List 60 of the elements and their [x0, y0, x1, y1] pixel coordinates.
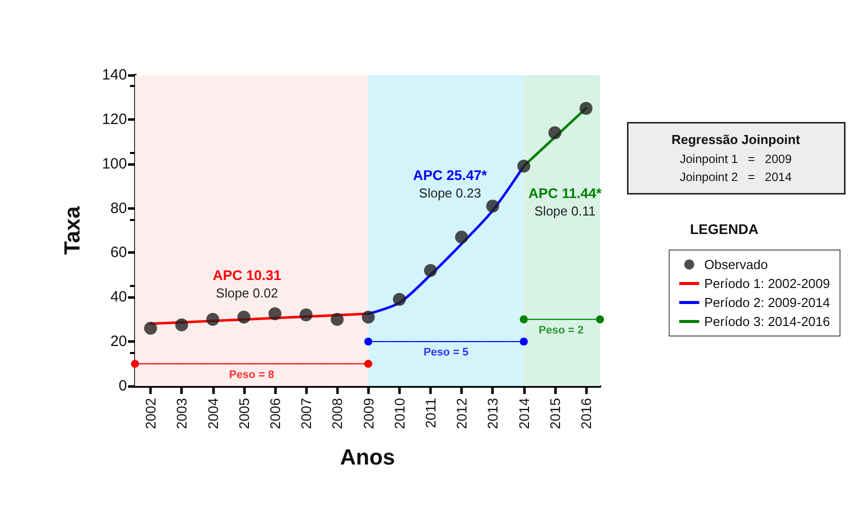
point: [237, 310, 250, 324]
y-tick-label: 0: [118, 378, 127, 394]
point: [548, 126, 562, 140]
point: [206, 312, 220, 326]
x-tick-label: 2012: [454, 398, 470, 430]
x-tick-label: 2004: [204, 398, 221, 430]
x-tick-label: 2016: [578, 398, 594, 430]
point: [144, 322, 158, 335]
point: [362, 310, 375, 324]
y-tick-label: 20: [110, 333, 127, 350]
y-axis-title: Taxa: [60, 205, 84, 255]
annotation: APC 25.47* Slope 0.23: [413, 167, 488, 200]
text: Joinpoint 1 = 2009: [680, 152, 792, 166]
legend-label: Período 2: 2009-2014: [704, 295, 830, 310]
text: Regressão Joinpoint: [671, 132, 801, 147]
point: [596, 315, 604, 324]
x-tick-label: 2008: [329, 398, 346, 430]
annotation: Peso = 8: [229, 368, 274, 381]
x-axis-title: Anos: [340, 444, 395, 470]
annotation: APC 10.31 Slope 0.02: [212, 267, 282, 300]
x-tick-label: 2003: [174, 398, 190, 430]
point: [175, 318, 188, 332]
x-tick-label: 2006: [266, 398, 283, 430]
point: [520, 338, 528, 346]
x-tick-label: 2013: [484, 398, 501, 430]
y-tick-label: 80: [110, 200, 127, 217]
point: [517, 160, 530, 173]
x-tick-label: 2011: [422, 398, 438, 428]
point: [330, 312, 344, 326]
legend-label: Período 1: 2002-2009: [704, 276, 830, 291]
legend-label: Observado: [704, 257, 768, 272]
y-tick-label: 120: [102, 110, 127, 128]
point: [424, 264, 437, 277]
legend-title: LEGENDA: [690, 221, 758, 237]
point: [364, 338, 372, 346]
legend-label: Período 3: 2014-2016: [704, 314, 830, 329]
point: [520, 315, 528, 324]
annotation: Peso = 2: [538, 324, 584, 336]
annotation: APC 11.44* Slope 0.11: [528, 185, 602, 218]
point: [300, 308, 313, 322]
y-tick-label: 140: [102, 66, 127, 84]
text: Joinpoint 2 = 2014: [680, 170, 792, 184]
point: [580, 102, 593, 115]
point: [131, 360, 139, 368]
point: [455, 230, 468, 244]
x-tick-label: 2014: [516, 398, 532, 430]
x-tick-label: 2015: [546, 398, 563, 430]
x-tick-label: 2002: [142, 398, 159, 430]
y-tick-label: 40: [110, 288, 127, 306]
x-tick-label: 2009: [360, 398, 376, 430]
y-tick-label: 100: [102, 155, 127, 172]
x-tick-label: 2005: [236, 398, 252, 430]
annotation: Peso = 5: [424, 346, 469, 359]
point: [392, 292, 406, 306]
point: [364, 360, 372, 368]
x-tick-label: 2010: [391, 398, 408, 430]
y-tick-label: 60: [110, 244, 127, 262]
point: [268, 307, 282, 320]
point: [486, 200, 500, 213]
x-tick-label: 2007: [298, 398, 314, 430]
